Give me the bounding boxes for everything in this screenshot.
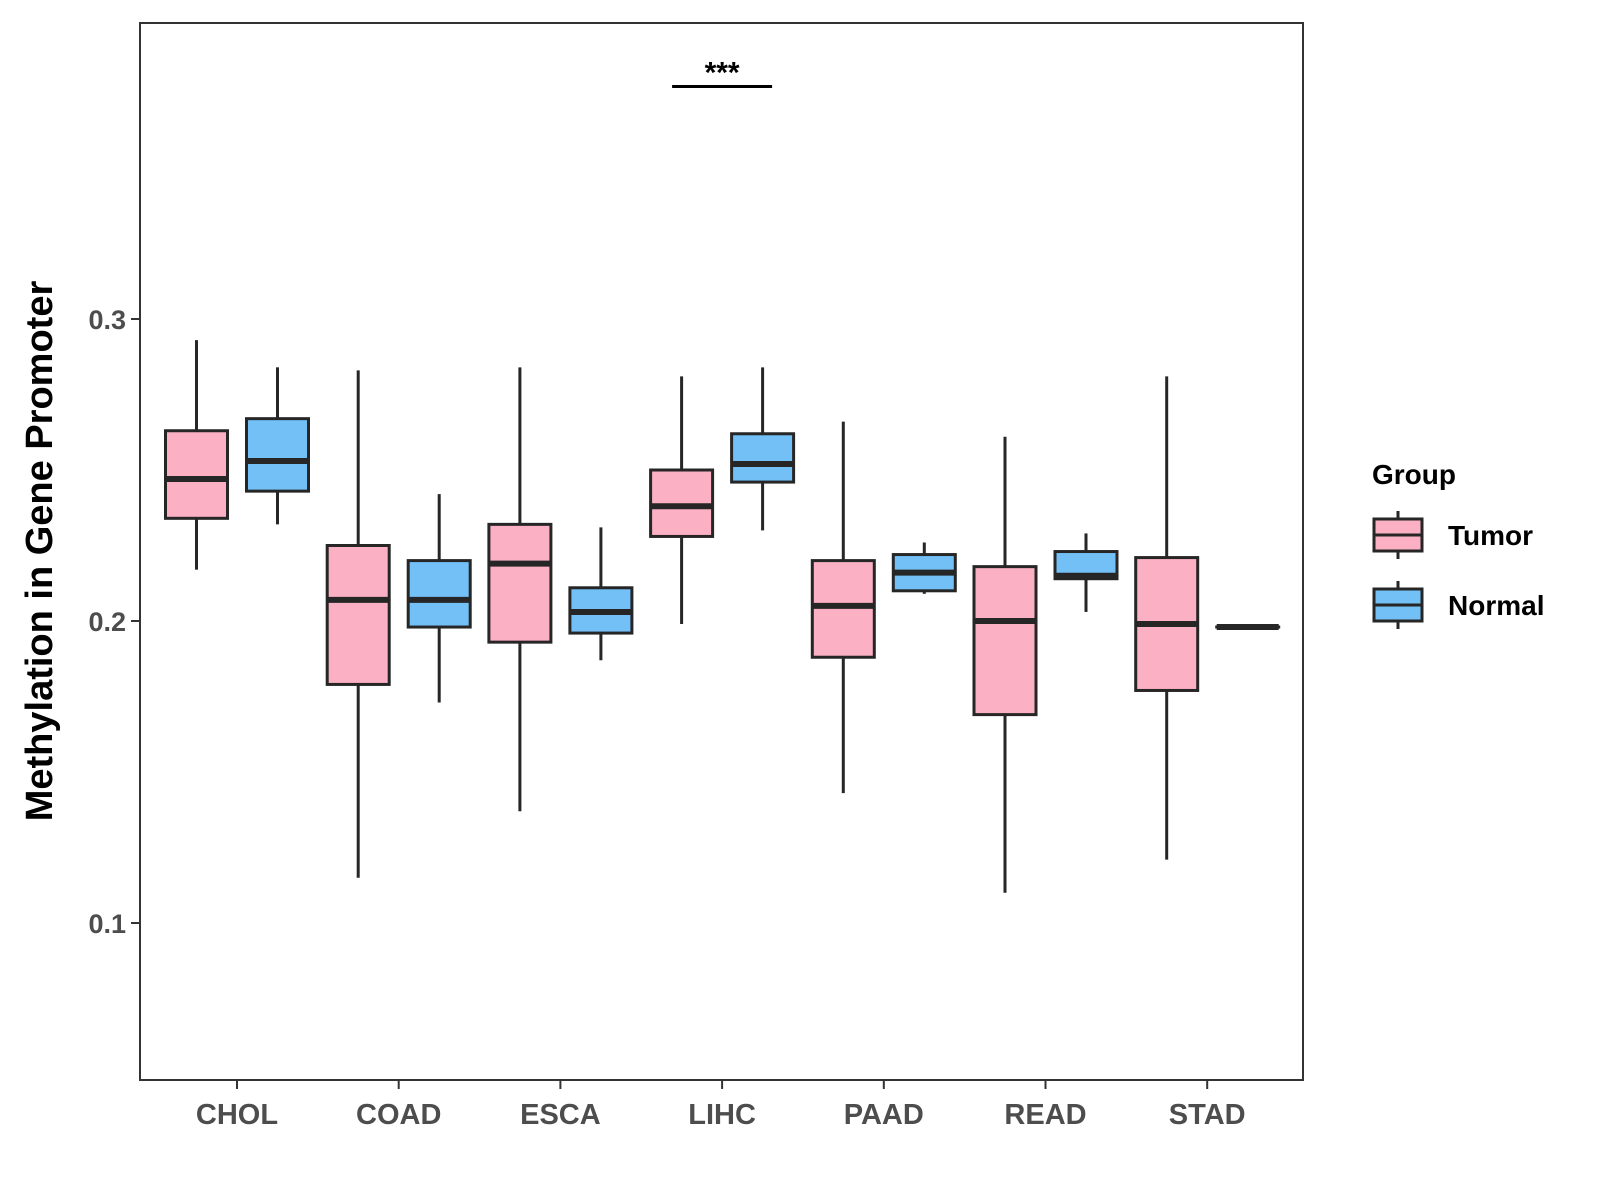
box-read-normal bbox=[1053, 533, 1119, 612]
box-body-chol-normal bbox=[245, 417, 310, 493]
box-stad-tumor bbox=[1134, 376, 1200, 860]
y-tick-label-0.3: 0.3 bbox=[88, 305, 126, 335]
box-lihc-tumor bbox=[649, 376, 715, 625]
box-body-coad-normal bbox=[406, 559, 472, 629]
legend: Group Tumor Normal bbox=[1372, 459, 1544, 629]
y-tick-label-0.2: 0.2 bbox=[88, 607, 126, 637]
x-tick-label-read: READ bbox=[1004, 1099, 1086, 1131]
box-chol-normal bbox=[245, 367, 310, 525]
y-tick-label-0.1: 0.1 bbox=[88, 909, 126, 939]
box-body-paad-tumor bbox=[810, 559, 876, 659]
box-esca-tumor bbox=[487, 367, 553, 812]
box-body-lihc-normal bbox=[730, 432, 796, 484]
legend-label-normal: Normal bbox=[1448, 590, 1544, 621]
x-tick-label-lihc: LIHC bbox=[688, 1099, 756, 1131]
plot-layer: *** bbox=[164, 56, 1281, 893]
plot-panel-border bbox=[139, 22, 1304, 1081]
box-paad-normal bbox=[891, 542, 957, 594]
box-paad-tumor bbox=[810, 421, 876, 794]
box-chol-tumor bbox=[164, 340, 229, 570]
legend-item-normal: Normal bbox=[1372, 581, 1544, 629]
legend-item-tumor: Tumor bbox=[1372, 511, 1533, 559]
box-body-esca-tumor bbox=[487, 522, 553, 644]
axis-layer: 0.1 0.2 0.3 CHOL COAD ESCA LIHC PAAD READ STAD bbox=[88, 305, 1245, 1131]
legend-label-tumor: Tumor bbox=[1448, 520, 1533, 551]
y-axis-title: Methylation in Gene Promoter bbox=[19, 281, 61, 822]
box-body-chol-tumor bbox=[164, 429, 229, 520]
box-esca-normal bbox=[568, 527, 634, 661]
x-tick-label-paad: PAAD bbox=[844, 1099, 924, 1131]
box-coad-tumor bbox=[325, 370, 391, 878]
box-body-lihc-tumor bbox=[649, 468, 715, 538]
x-tick-label-coad: COAD bbox=[356, 1099, 441, 1131]
box-body-read-tumor bbox=[972, 565, 1038, 717]
x-tick-label-esca: ESCA bbox=[520, 1099, 601, 1131]
legend-title: Group bbox=[1372, 459, 1456, 490]
x-tick-label-chol: CHOL bbox=[196, 1099, 278, 1131]
box-read-tumor bbox=[972, 436, 1038, 893]
significance-label-lihc: *** bbox=[705, 56, 740, 89]
x-tick-label-stad: STAD bbox=[1169, 1099, 1246, 1131]
box-lihc-normal bbox=[730, 367, 796, 531]
box-body-coad-tumor bbox=[325, 544, 391, 686]
box-coad-normal bbox=[406, 494, 472, 703]
